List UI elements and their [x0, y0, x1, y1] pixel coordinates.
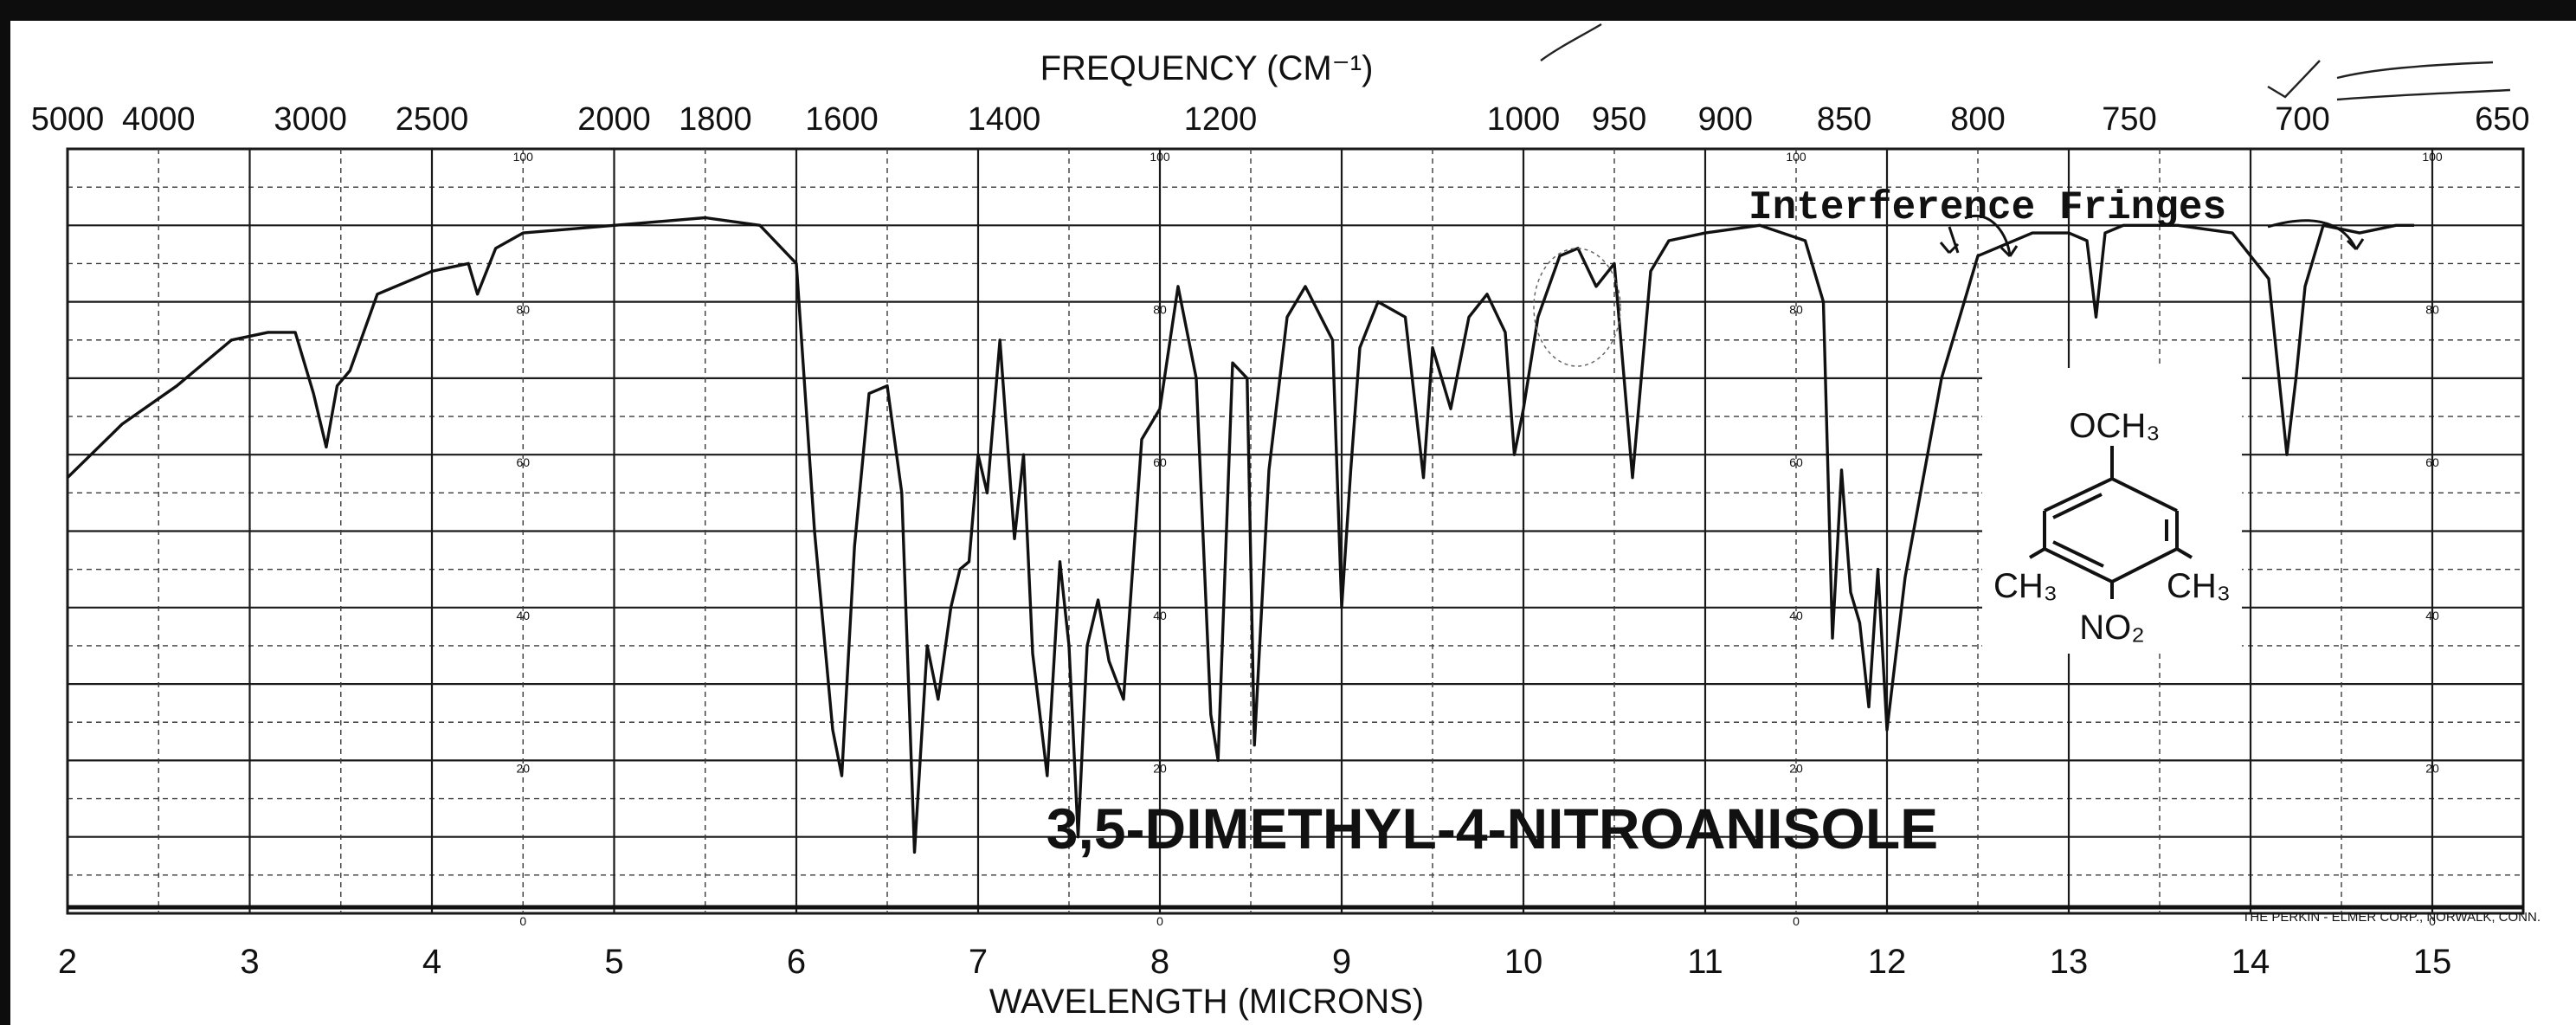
structure-ch3-left-label: CH₃	[1993, 567, 2058, 605]
left-border	[0, 0, 10, 1025]
spectrum-line	[66, 216, 2414, 854]
transmittance-tick-label: 40	[2425, 609, 2439, 622]
transmittance-tick-label: 0	[519, 914, 526, 928]
chart-title: 3,5-DIMETHYL-4-NITROANISOLE	[1046, 796, 1938, 861]
transmittance-tick-label: 100	[513, 150, 534, 164]
transmittance-tick-label: 60	[2425, 455, 2439, 469]
wavelength-tick-label: 3	[240, 943, 259, 981]
transmittance-tick-label: 20	[516, 761, 530, 775]
frequency-tick-label: 4000	[122, 101, 196, 138]
wavelength-tick-label: 2	[58, 943, 77, 981]
frequency-tick-label: 650	[2475, 101, 2529, 138]
frequency-tick-label: 2000	[577, 101, 651, 138]
transmittance-tick-label: 80	[2425, 303, 2439, 317]
transmittance-tick-label: 40	[516, 609, 530, 622]
wavelength-tick-label: 5	[604, 943, 623, 981]
transmittance-tick-label: 40	[1789, 609, 1803, 622]
frequency-tick-label: 1000	[1487, 101, 1561, 138]
frequency-tick-label: 750	[2102, 101, 2156, 138]
structure-ch3-right-label: CH₃	[2167, 567, 2231, 605]
wavelength-axis: 2 3 4 5 6 7 8 9 10 11 12 13 14 15	[58, 943, 2451, 981]
x-axis-label: WAVELENGTH (MICRONS)	[989, 983, 1424, 1021]
frequency-tick-label: 1800	[679, 101, 752, 138]
transmittance-tick-label: 80	[1153, 303, 1167, 317]
wavelength-tick-label: 4	[422, 943, 441, 981]
frequency-axis: 5000 4000 3000 2500 2000 1800 1600 1400 1200 1000…	[31, 101, 2530, 138]
frequency-tick-label: 850	[1817, 101, 1871, 138]
handwritten-scribbles	[1540, 23, 2511, 101]
frequency-tick-label: 3000	[274, 101, 347, 138]
structure-diagram	[2028, 446, 2193, 599]
transmittance-tick-label: 60	[1153, 455, 1167, 469]
top-border	[0, 0, 2576, 21]
frequency-tick-label: 1400	[968, 101, 1041, 138]
annotation-arrows	[1939, 215, 2365, 258]
transmittance-tick-label: 20	[1153, 761, 1167, 775]
frequency-tick-label: 700	[2275, 101, 2329, 138]
frequency-tick-label: 800	[1950, 101, 2005, 138]
top-axis-label: FREQUENCY (CM⁻¹)	[1040, 49, 1374, 87]
frequency-tick-label: 1600	[805, 101, 879, 138]
wavelength-tick-label: 7	[969, 943, 988, 981]
interference-fringes-annotation: Interference Fringes	[1748, 185, 2226, 230]
transmittance-tick-label: 60	[1789, 455, 1803, 469]
transmittance-tick-label: 80	[516, 303, 530, 317]
wavelength-tick-label: 14	[2231, 943, 2270, 981]
frequency-tick-label: 900	[1698, 101, 1753, 138]
wavelength-tick-label: 13	[2050, 943, 2089, 981]
transmittance-tick-label: 80	[1789, 303, 1803, 317]
transmittance-tick-label: 100	[2422, 150, 2443, 164]
transmittance-tick-label: 0	[1793, 914, 1800, 928]
structure-no2-label: NO₂	[2079, 609, 2145, 647]
transmittance-tick-label: 20	[1789, 761, 1803, 775]
transmittance-tick-label: 100	[1786, 150, 1806, 164]
wavelength-tick-label: 15	[2413, 943, 2452, 981]
structure-panel	[1982, 368, 2242, 654]
wavelength-tick-label: 6	[787, 943, 806, 981]
wavelength-tick-label: 11	[1687, 943, 1723, 981]
transmittance-tick-label: 0	[1156, 914, 1163, 928]
transmittance-tick-label: 0	[2429, 914, 2436, 928]
wavelength-tick-label: 12	[1868, 943, 1907, 981]
manufacturer-credit: THE PERKIN - ELMER CORP., NORWALK, CONN.	[2242, 910, 2541, 925]
wavelength-tick-label: 10	[1504, 943, 1543, 981]
transmittance-tick-label: 60	[516, 455, 530, 469]
transmittance-labels: 100 80 60 40 20 0 100 80 60 40 20 0 100 80 60 40 20 0 100 8…	[513, 150, 2443, 928]
frequency-tick-label: 1200	[1184, 101, 1258, 138]
wavelength-tick-label: 8	[1150, 943, 1169, 981]
frequency-tick-label: 950	[1592, 101, 1646, 138]
wavelength-tick-label: 9	[1332, 943, 1351, 981]
frequency-tick-label: 2500	[396, 101, 469, 138]
transmittance-tick-label: 100	[1150, 150, 1170, 164]
pencil-circle	[1533, 248, 1621, 367]
frequency-tick-label: 5000	[31, 101, 105, 138]
transmittance-tick-label: 20	[2425, 761, 2439, 775]
transmittance-tick-label: 40	[1153, 609, 1167, 622]
structure-och3-label: OCH₃	[2069, 407, 2160, 445]
